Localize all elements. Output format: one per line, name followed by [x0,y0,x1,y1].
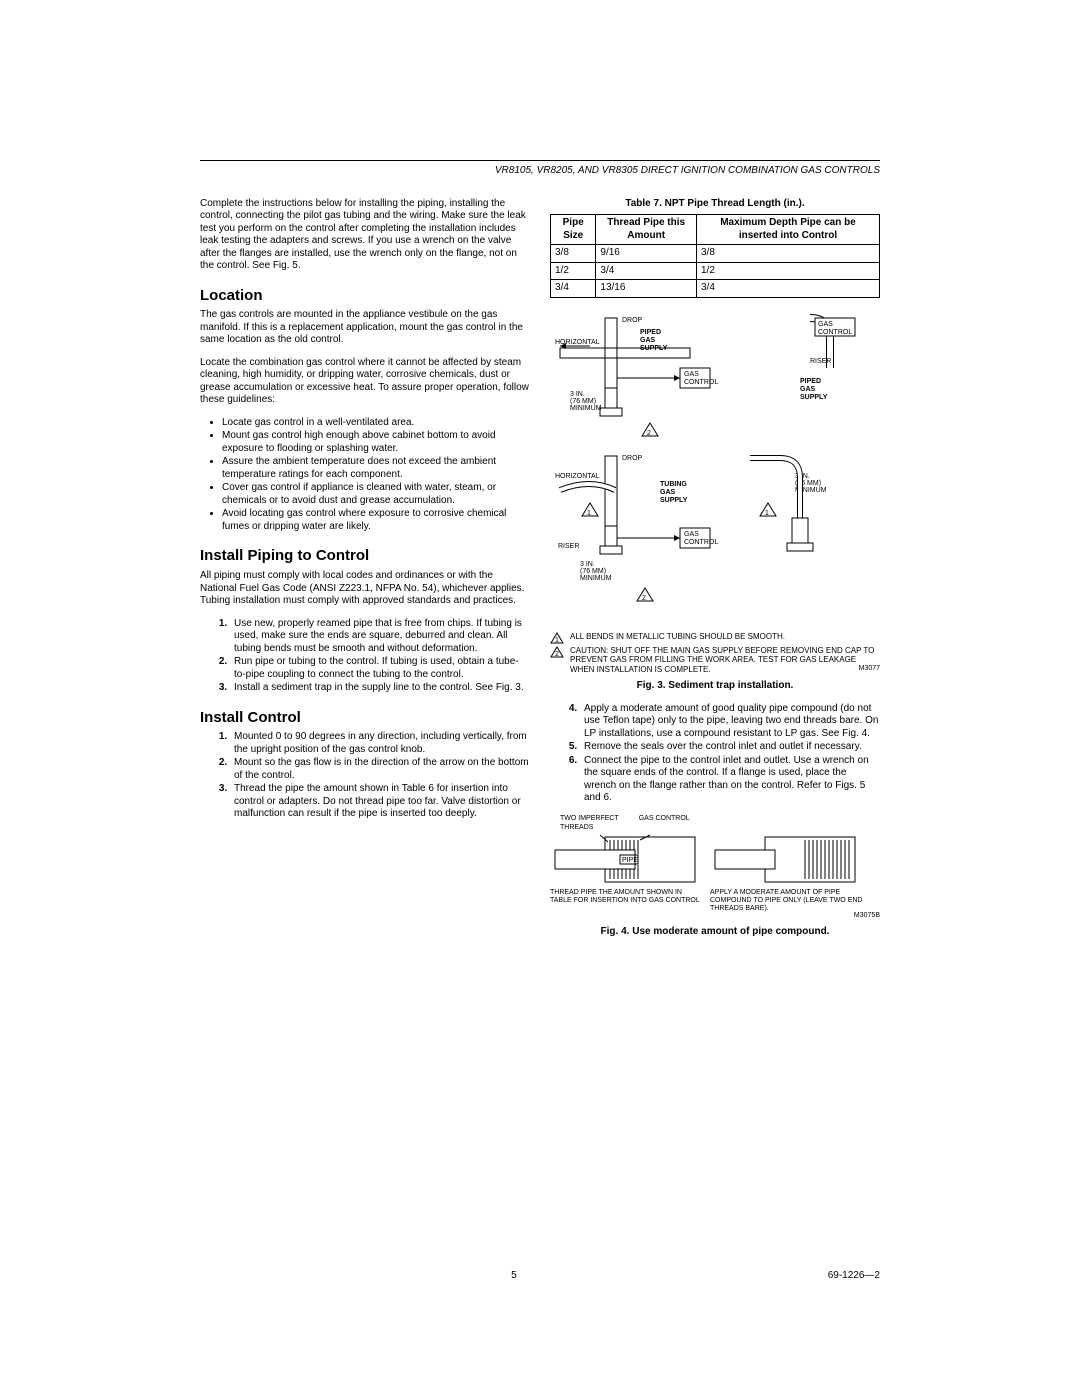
figure-4: TWO IMPERFECT THREADS GAS CONTROL [550,815,880,920]
svg-text:RISER: RISER [558,543,579,550]
svg-text:SUPPLY: SUPPLY [800,394,828,401]
t7-cell: 1/2 [551,262,596,280]
header-rule [200,160,880,161]
svg-text:SUPPLY: SUPPLY [640,345,668,352]
fig4-left-svg: PIPE [550,832,700,887]
fig4-caption: Fig. 4. Use moderate amount of pipe comp… [550,926,880,939]
svg-text:GAS: GAS [684,371,699,378]
svg-text:GAS: GAS [640,337,656,344]
note2-text: CAUTION: SHUT OFF THE MAIN GAS SUPPLY BE… [570,646,880,675]
two-column-layout: Complete the instructions below for inst… [200,198,880,949]
install-step: Remove the seals over the control inlet … [580,741,880,754]
piping-p1: All piping must comply with local codes … [200,570,530,608]
svg-text:1: 1 [555,637,559,644]
figure-3: DROP HORIZONTAL PIPED GAS SUPPLY 3 IN. (… [550,308,880,628]
t7-cell: 13/16 [596,280,697,298]
table7-caption: Table 7. NPT Pipe Thread Length (in.). [550,198,880,211]
piping-step: Use new, properly reamed pipe that is fr… [230,618,530,656]
svg-text:RISER: RISER [810,358,831,365]
install-step: Apply a moderate amount of good quality … [580,703,880,741]
svg-text:2: 2 [647,430,651,437]
svg-text:GAS: GAS [818,321,833,328]
svg-text:HORIZONTAL: HORIZONTAL [555,339,600,346]
fig3-caption: Fig. 3. Sediment trap installation. [550,680,880,693]
svg-text:(76 MM): (76 MM) [580,568,606,575]
install-control-steps-cont: Apply a moderate amount of good quality … [550,703,880,805]
page-number: 5 [511,1270,517,1283]
svg-text:CONTROL: CONTROL [818,329,852,336]
fig4-left-label: THREAD PIPE THE AMOUNT SHOWN IN TABLE FO… [550,889,700,904]
t7-cell: 3/4 [696,280,879,298]
page: VR8105, VR8205, AND VR8305 DIRECT IGNITI… [0,0,1080,1397]
intro-paragraph: Complete the instructions below for inst… [200,198,530,273]
install-control-steps: Mounted 0 to 90 degrees in any direction… [200,731,530,821]
install-control-heading: Install Control [200,709,530,728]
svg-text:1: 1 [587,510,591,517]
warning-icon: 1 [550,632,564,644]
guideline-item: Assure the ambient temperature does not … [222,456,530,481]
t7-cell: 3/4 [596,262,697,280]
t7-head: Pipe Size [551,215,596,245]
guideline-item: Mount gas control high enough above cabi… [222,430,530,455]
piping-step: Run pipe or tubing to the control. If tu… [230,656,530,681]
piping-step: Install a sediment trap in the supply li… [230,682,530,695]
svg-text:1: 1 [765,510,769,517]
t7-cell: 1/2 [696,262,879,280]
guideline-item: Locate gas control in a well-ventilated … [222,417,530,430]
t7-cell: 3/4 [551,280,596,298]
t7-head: Maximum Depth Pipe can be inserted into … [696,215,879,245]
piping-steps: Use new, properly reamed pipe that is fr… [200,618,530,695]
svg-text:SUPPLY: SUPPLY [660,497,688,504]
header-title: VR8105, VR8205, AND VR8305 DIRECT IGNITI… [200,165,880,178]
fig3-note-1: 1 ALL BENDS IN METALLIC TUBING SHOULD BE… [550,632,880,644]
svg-text:PIPED: PIPED [800,378,821,385]
left-column: Complete the instructions below for inst… [200,198,530,949]
svg-text:HORIZONTAL: HORIZONTAL [555,473,600,480]
svg-text:3 IN.: 3 IN. [570,391,585,398]
svg-text:GAS: GAS [660,489,676,496]
svg-text:CONTROL: CONTROL [684,539,718,546]
svg-text:GAS: GAS [800,386,816,393]
table7: Pipe Size Thread Pipe this Amount Maximu… [550,214,880,298]
guideline-item: Cover gas control if appliance is cleane… [222,482,530,507]
install-step: Connect the pipe to the control inlet an… [580,755,880,805]
fig3-svg: DROP HORIZONTAL PIPED GAS SUPPLY 3 IN. (… [550,308,870,628]
fig4-right-label: APPLY A MODERATE AMOUNT OF PIPE COMPOUND… [710,889,880,920]
install-step: Thread the pipe the amount shown in Tabl… [230,783,530,821]
guideline-item: Avoid locating gas control where exposur… [222,508,530,533]
fig4-right-svg [710,832,860,887]
svg-text:GAS: GAS [684,531,699,538]
t7-cell: 3/8 [696,245,879,263]
note1-text: ALL BENDS IN METALLIC TUBING SHOULD BE S… [570,632,785,644]
svg-text:MINIMUM: MINIMUM [570,405,602,412]
svg-text:2: 2 [555,651,559,658]
fig3-note-2: 2 CAUTION: SHUT OFF THE MAIN GAS SUPPLY … [550,646,880,675]
svg-text:DROP: DROP [622,317,643,324]
svg-text:DROP: DROP [622,455,643,462]
svg-text:2: 2 [642,595,646,602]
piping-heading: Install Piping to Control [200,547,530,566]
page-footer: 5 69-1226—2 [200,1270,880,1283]
install-step: Mounted 0 to 90 degrees in any direction… [230,731,530,756]
t7-head: Thread Pipe this Amount [596,215,697,245]
svg-text:3 IN.: 3 IN. [580,561,595,568]
location-heading: Location [200,287,530,306]
right-column: Table 7. NPT Pipe Thread Length (in.). P… [550,198,880,949]
location-p2: Locate the combination gas control where… [200,357,530,407]
t7-cell: 3/8 [551,245,596,263]
t7-cell: 9/16 [596,245,697,263]
warning-icon: 2 [550,646,564,658]
doc-number: 69-1226—2 [828,1270,880,1283]
svg-text:PIPED: PIPED [640,329,661,336]
svg-text:CONTROL: CONTROL [684,379,718,386]
install-step: Mount so the gas flow is in the directio… [230,757,530,782]
svg-text:(76 MM): (76 MM) [570,398,596,405]
location-guidelines: Locate gas control in a well-ventilated … [200,417,530,534]
svg-text:TUBING: TUBING [660,481,687,488]
svg-text:MINIMUM: MINIMUM [580,575,612,582]
svg-text:PIPE: PIPE [622,857,638,864]
location-p1: The gas controls are mounted in the appl… [200,309,530,347]
